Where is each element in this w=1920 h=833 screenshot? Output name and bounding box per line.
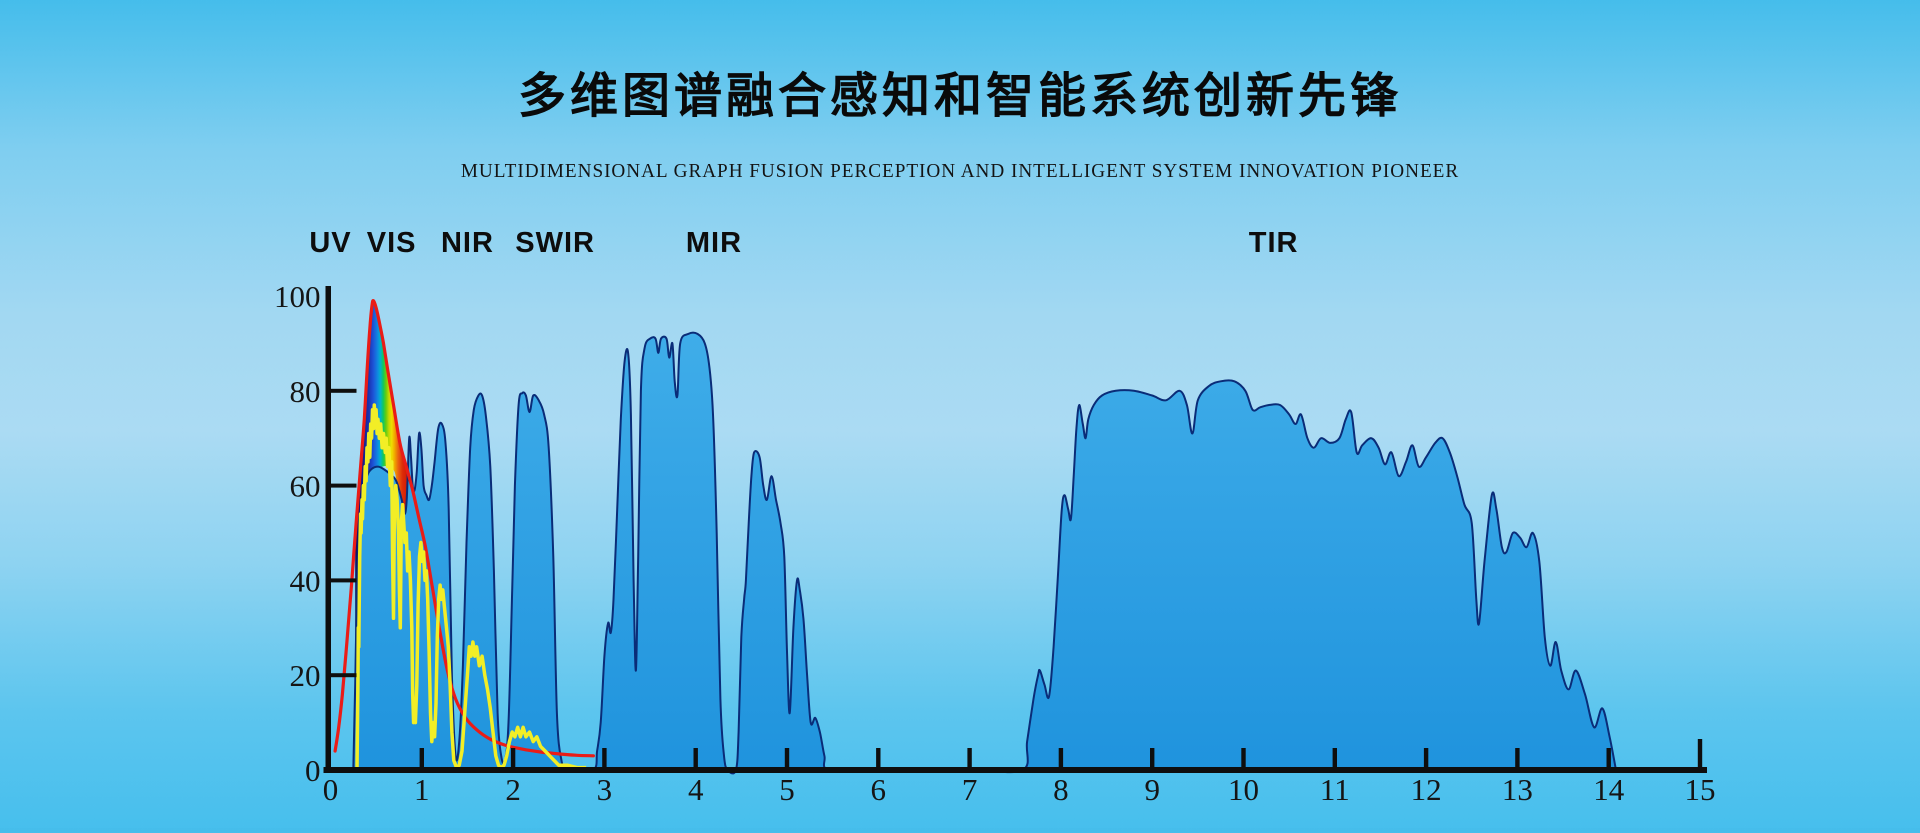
x-tick-label: 10 [1228,772,1259,807]
y-tick-label: 60 [290,469,321,504]
band-label-mir: MIR [686,227,742,259]
x-tick [1332,748,1337,767]
x-tick-label: 3 [597,772,613,807]
visible-spectrum-region [355,300,410,676]
x-tick [419,748,424,767]
y-tick-label: 20 [290,658,321,693]
x-tick-label: 4 [688,772,704,807]
x-tick [1058,748,1064,767]
x-tick-label: 0 [323,772,339,807]
x-tick [510,748,516,767]
y-tick-label: 0 [305,753,321,788]
atmospheric-transmission-area [352,331,1617,775]
band-label-swir: SWIR [515,227,595,259]
x-tick-label: 1 [414,772,430,807]
x-tick-label: 15 [1685,772,1716,807]
x-tick [602,748,607,767]
x-tick [784,748,790,767]
x-tick-label: 5 [779,772,795,807]
x-tick [967,748,972,767]
axes [323,286,1707,773]
y-tick-label: 80 [290,374,321,409]
band-label-nir: NIR [441,227,494,259]
x-tick-label: 12 [1411,772,1442,807]
y-tick-label: 100 [274,279,321,314]
y-axis-line [325,286,331,772]
x-axis-line [323,767,1707,773]
band-label-tir: TIR [1249,227,1299,259]
y-tick [330,673,357,678]
x-tick [1241,748,1246,767]
x-tick [1423,748,1429,767]
x-tick [1606,748,1611,767]
page-title: 多维图谱融合感知和智能系统创新先锋 [517,70,1402,123]
y-tick [330,483,357,488]
x-tick-label: 2 [505,772,521,807]
x-tick-label: 6 [871,772,887,807]
band-label-uv: UV [309,227,351,259]
y-tick-label: 40 [290,563,321,598]
x-tick-label: 11 [1320,772,1350,807]
y-tick [330,388,357,393]
band-labels: UV VIS NIR SWIR MIR TIR [309,227,1299,259]
x-tick [1150,748,1155,767]
x-tick [876,748,881,767]
x-tick-label: 7 [962,772,978,807]
x-tick-label: 13 [1502,772,1533,807]
y-tick [330,578,357,583]
x-tick [1697,739,1703,767]
x-tick-label: 8 [1053,772,1069,807]
x-tick [693,748,698,767]
x-tick-label: 14 [1593,772,1625,807]
page-subtitle: MULTIDIMENSIONAL GRAPH FUSION PERCEPTION… [460,160,1460,182]
x-tick-label: 9 [1144,772,1160,807]
band-label-vis: VIS [367,227,417,259]
x-tick [1515,748,1520,767]
